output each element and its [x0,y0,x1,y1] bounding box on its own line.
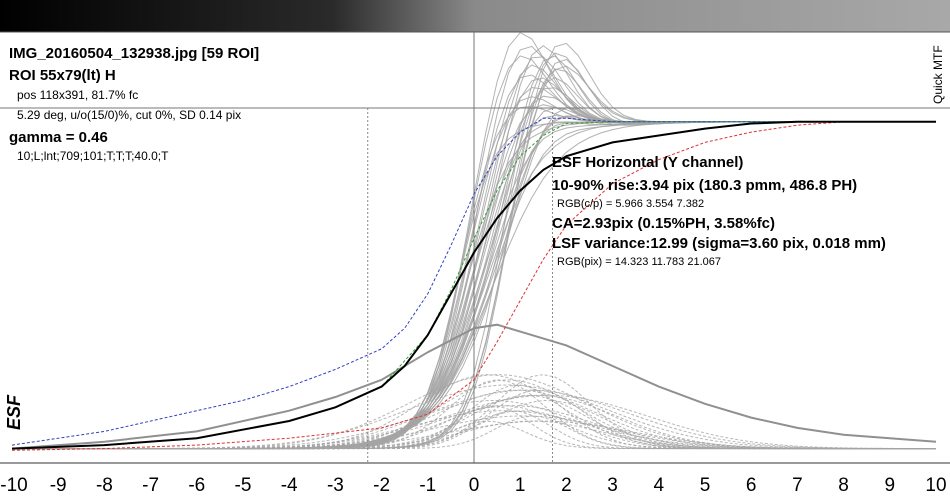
series-line-esf-main [11,120,936,450]
rgb-cp-label: RGB(c/p) = 5.966 3.554 7.382 [557,198,704,210]
y-axis-label: ESF [4,394,24,430]
series-line-esf-green [11,121,936,450]
series-line-lsf [11,323,937,450]
settings-label: 10;L;lnt;709;101;T;T;T;40.0;T [17,149,169,163]
quick-mtf-label: Quick MTF [931,45,945,104]
series-line-esf-blue [11,117,936,446]
x-tick-label: 6 [746,475,757,496]
series-line-esf-red [11,121,936,451]
gamma-label: gamma = 0.46 [9,129,108,146]
ca-label: CA=2.93pix (0.15%PH, 3.58%fc) [552,215,775,232]
x-tick-label: -7 [142,475,159,496]
reference-lines [0,32,950,464]
x-tick-label: -6 [188,475,205,496]
x-tick-label: -4 [281,475,298,496]
series-group [11,117,937,451]
x-tick-label: -5 [235,475,252,496]
x-tick-group: -10 -9 -8 -7 -6 -5 -4 -3 -2 -1 0 1 2 3 4 5 6 7 8 9 10 [0,475,946,496]
x-tick-label: 9 [885,475,896,496]
x-tick-label: 4 [654,475,665,496]
x-tick-label: -2 [373,475,390,496]
lsf-label: LSF variance:12.99 (sigma=3.60 pix, 0.01… [552,235,886,252]
x-tick-label: -10 [0,475,27,496]
results-title: ESF Horizontal (Y channel) [552,154,743,171]
filename-label: IMG_20160504_132938.jpg [59 ROI] [9,45,259,62]
angle-label: 5.29 deg, u/o(15/0)%, cut 0%, SD 0.14 pi… [17,108,241,122]
x-tick-label: -9 [50,475,67,496]
x-tick-label: 1 [515,475,526,496]
roi-label: ROI 55x79(lt) H [9,67,116,84]
x-tick-label: -8 [96,475,113,496]
gray-lsf-curve [12,394,936,450]
x-tick-label: -1 [419,475,436,496]
rise-label: 10-90% rise:3.94 pix (180.3 pmm, 486.8 P… [552,177,857,194]
x-tick-label: 8 [838,475,849,496]
x-tick-label: 3 [607,475,618,496]
title-gradient-bar [0,0,950,32]
x-tick-label: 2 [561,475,572,496]
x-tick-label: 5 [700,475,711,496]
x-tick-label: 7 [792,475,803,496]
rgb-pix-label: RGB(pix) = 14.323 11.783 21.067 [557,256,721,268]
x-tick-label: 10 [925,475,946,496]
position-label: pos 118x391, 81.7% fc [17,88,138,102]
x-tick-label: 0 [469,475,480,496]
x-tick-label: -3 [327,475,344,496]
